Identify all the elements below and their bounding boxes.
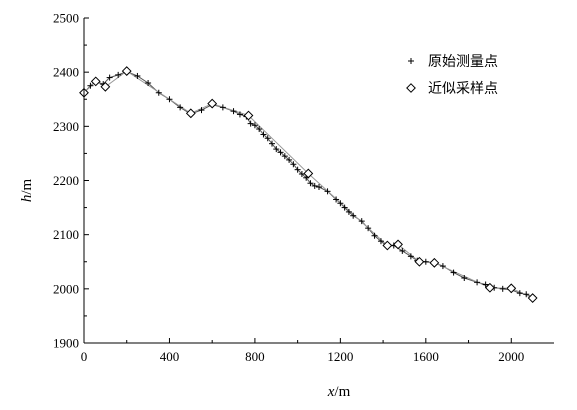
sampled-point bbox=[506, 283, 517, 294]
measured-point bbox=[115, 71, 122, 78]
measured-point bbox=[155, 89, 162, 96]
measured-point bbox=[298, 171, 305, 177]
y-axis-label: h/m bbox=[19, 179, 35, 203]
y-tick-label: 1900 bbox=[53, 336, 79, 351]
y-tick-label: 2000 bbox=[53, 281, 79, 296]
x-tick-label: 800 bbox=[245, 349, 265, 364]
measured-point bbox=[87, 82, 94, 89]
x-tick-label: 1200 bbox=[327, 349, 353, 364]
axes: 0 400 800 1200 1600 2000 1900 2000 2100 2200 2300 2… bbox=[19, 11, 554, 400]
measured-point bbox=[324, 188, 331, 195]
sampled-point bbox=[393, 239, 403, 250]
x-tick-label: 1600 bbox=[413, 349, 439, 364]
sampled-point bbox=[429, 257, 440, 268]
sampled-point bbox=[303, 168, 314, 179]
y-tick-label: 2300 bbox=[53, 119, 79, 134]
measured-point bbox=[377, 238, 384, 245]
measured-point bbox=[251, 122, 258, 129]
measured-point bbox=[439, 263, 446, 270]
legend-marker-plus-icon bbox=[408, 58, 414, 64]
measured-point bbox=[345, 208, 352, 215]
measured-point bbox=[273, 146, 280, 153]
measured-point bbox=[294, 166, 301, 173]
legend-label: 近似采样点 bbox=[428, 81, 498, 97]
sampled-point bbox=[485, 282, 495, 293]
plot-area bbox=[79, 66, 538, 303]
sampled-point bbox=[382, 240, 393, 251]
y-tick-label: 2100 bbox=[53, 227, 79, 242]
measured-point bbox=[269, 140, 275, 147]
measured-point bbox=[230, 108, 237, 115]
measured-point bbox=[307, 180, 314, 187]
series-line-sampled bbox=[83, 70, 533, 299]
measured-point bbox=[106, 74, 113, 81]
sampled-point bbox=[90, 76, 101, 87]
measured-point bbox=[523, 291, 530, 298]
measured-point bbox=[365, 225, 372, 232]
series-line-measured bbox=[83, 71, 533, 298]
legend-label: 原始测量点 bbox=[428, 54, 498, 70]
sampled-point bbox=[185, 108, 196, 119]
measured-point bbox=[461, 275, 468, 281]
measured-point bbox=[337, 200, 344, 207]
y-axis-label-var: h bbox=[19, 195, 35, 203]
measured-point bbox=[450, 269, 457, 276]
measured-point bbox=[407, 253, 414, 260]
measured-point bbox=[260, 131, 267, 138]
measured-point bbox=[499, 285, 506, 292]
measured-point bbox=[482, 281, 489, 288]
measured-point bbox=[264, 135, 271, 142]
measured-point bbox=[311, 182, 318, 189]
measured-point bbox=[198, 107, 205, 114]
sampled-point bbox=[207, 98, 218, 109]
x-tick-label: 0 bbox=[81, 349, 88, 364]
y-axis-label-unit: /m bbox=[19, 179, 35, 195]
measured-point bbox=[290, 161, 297, 168]
measured-point bbox=[134, 72, 141, 79]
measured-point bbox=[247, 120, 254, 127]
measured-point bbox=[474, 279, 481, 286]
measured-point bbox=[219, 104, 226, 111]
sampled-point bbox=[527, 293, 538, 303]
measured-point bbox=[333, 196, 340, 203]
sampled-point bbox=[121, 66, 132, 76]
sampled-point bbox=[414, 256, 425, 267]
measured-point bbox=[277, 149, 284, 156]
measured-point bbox=[371, 232, 378, 239]
measured-point bbox=[256, 126, 263, 133]
measured-point bbox=[281, 153, 288, 160]
measured-point bbox=[358, 218, 365, 225]
sampled-point bbox=[243, 110, 254, 121]
x-axis-label-var: x bbox=[327, 384, 335, 400]
measured-point bbox=[166, 96, 173, 103]
measured-point bbox=[316, 184, 322, 190]
y-tick-label: 2400 bbox=[53, 65, 79, 80]
measured-point bbox=[236, 111, 243, 118]
measured-point bbox=[350, 212, 357, 219]
x-tick-label: 2000 bbox=[498, 349, 524, 364]
measured-point bbox=[399, 247, 406, 254]
measured-point bbox=[286, 156, 293, 163]
measured-point bbox=[516, 290, 523, 297]
y-tick-label: 2200 bbox=[53, 173, 79, 188]
x-tick-label: 400 bbox=[160, 349, 180, 364]
measured-point bbox=[341, 204, 348, 211]
measured-point bbox=[145, 80, 152, 86]
x-axis-label-unit: /m bbox=[334, 384, 350, 400]
x-axis-label: x/m bbox=[327, 384, 351, 400]
measured-point bbox=[177, 104, 184, 111]
sampled-point bbox=[100, 81, 111, 92]
y-tick-label: 2500 bbox=[53, 11, 79, 26]
legend-marker-diamond-icon bbox=[406, 83, 416, 93]
